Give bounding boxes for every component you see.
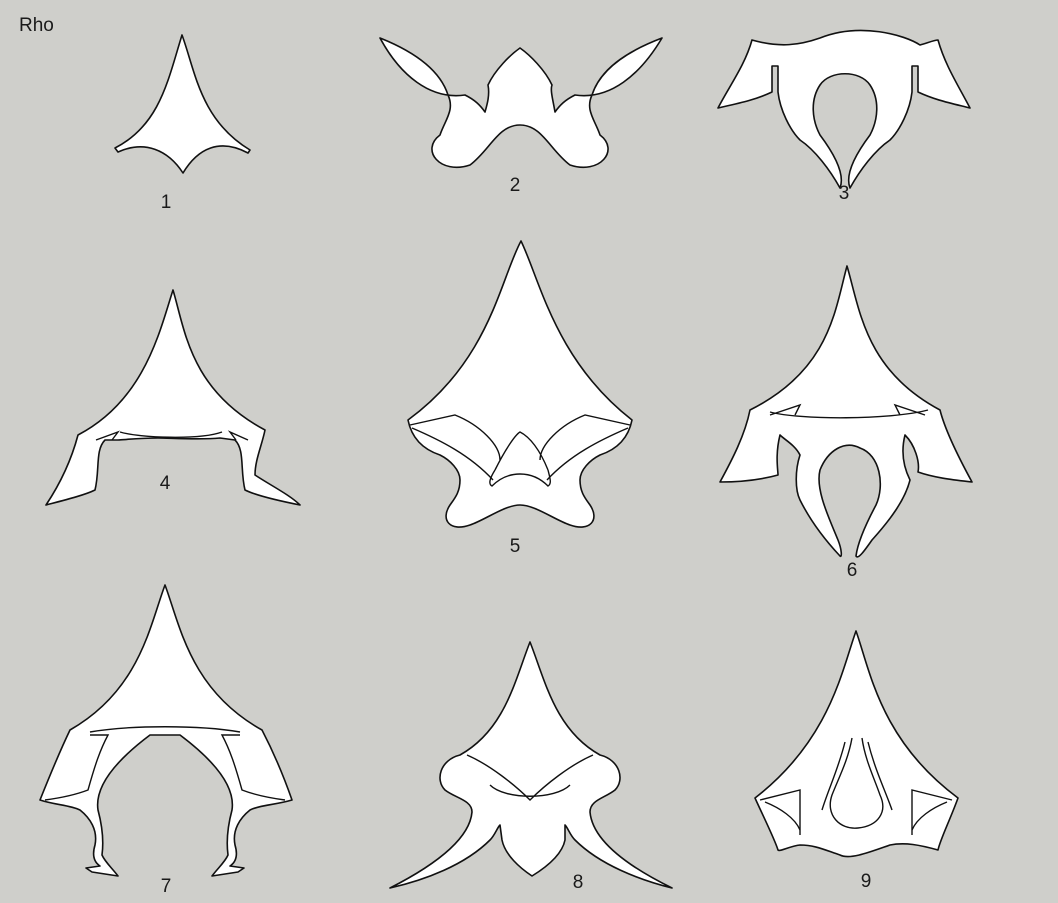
shape-3: [717, 29, 971, 189]
shape-2: [379, 37, 663, 168]
label-4: 4: [159, 473, 171, 494]
label-5: 5: [509, 536, 521, 557]
label-6: 6: [846, 560, 858, 581]
shape-5: [407, 240, 633, 528]
label-9: 9: [860, 871, 872, 892]
shape-9: [754, 630, 959, 858]
shape-1: [114, 34, 251, 174]
label-7: 7: [160, 876, 172, 897]
label-1: 1: [160, 192, 172, 213]
label-8: 8: [572, 872, 584, 893]
label-3: 3: [838, 183, 850, 204]
sheet-title: Rho: [19, 15, 54, 36]
shape-7: [39, 584, 293, 877]
shape-6: [719, 265, 973, 558]
shape-4: [45, 289, 301, 506]
label-2: 2: [509, 175, 521, 196]
shape-8: [389, 641, 673, 889]
